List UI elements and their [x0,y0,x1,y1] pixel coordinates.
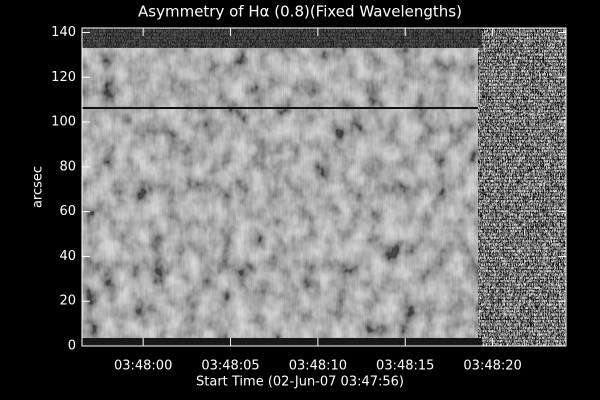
y-axis-label: arcsec [31,166,46,208]
y-tick-label: 40 [59,249,76,264]
y-tick-label: 80 [59,159,76,174]
y-tick-label: 140 [51,25,76,40]
x-tick-label: 03:48:00 [114,359,172,374]
y-tick-label: 20 [59,294,76,309]
x-tick-label: 03:48:15 [376,359,434,374]
y-tick-label: 120 [51,70,76,85]
image [82,28,566,346]
x-tick-label: 03:48:20 [463,359,521,374]
chart-title: Asymmetry of Hα (0.8)(Fixed Wavelengths) [138,3,462,21]
plot-frame [81,27,567,347]
y-tick-label: 0 [68,339,76,354]
y-tick-label: 60 [59,204,76,219]
x-tick-label: 03:48:05 [201,359,259,374]
y-tick-label: 100 [51,115,76,130]
x-tick-label: 03:48:10 [289,359,347,374]
x-axis-label: Start Time (02-Jun-07 03:47:56) [196,375,404,390]
